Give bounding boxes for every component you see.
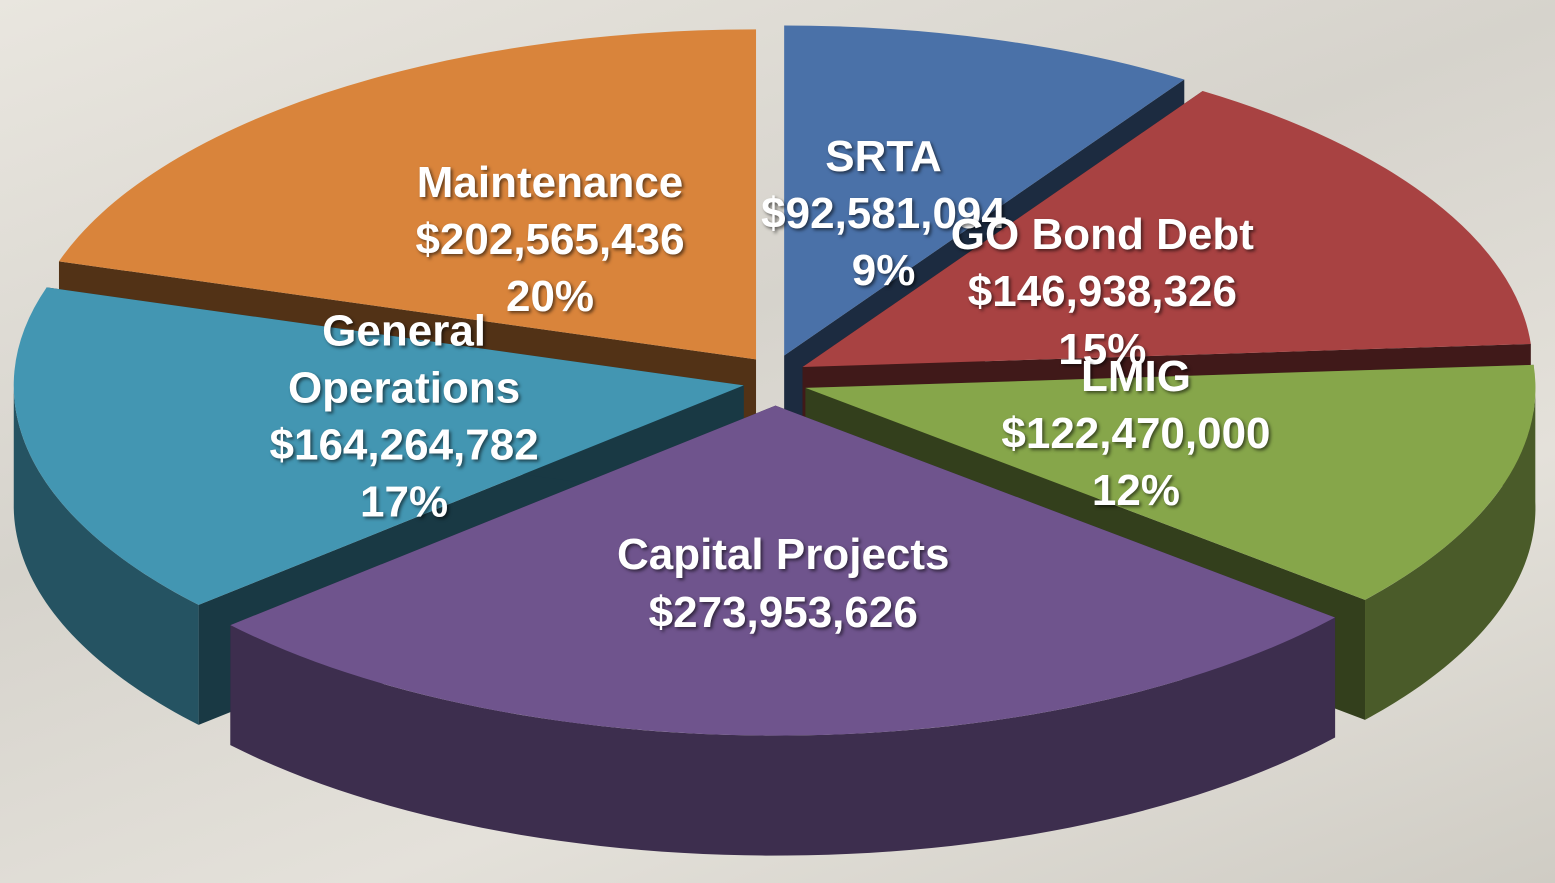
percent-label: 17%: [360, 477, 449, 527]
slice-wall: [230, 617, 1336, 856]
value-label: $146,938,326: [967, 267, 1237, 317]
slice-wall: [13, 382, 199, 725]
category-label: SRTA: [825, 131, 942, 181]
slice-top: [805, 364, 1536, 600]
percent-label: 12%: [1091, 466, 1180, 516]
slice: [230, 405, 1336, 856]
value-label: $273,953,626: [648, 587, 918, 637]
slice-label: GO Bond Debt $146,938,326 15%: [951, 206, 1254, 378]
slice-label: Capital Projects $273,953,626: [617, 526, 950, 640]
category-label: Maintenance: [416, 158, 684, 208]
slice-label: SRTA $92,581,094 9%: [761, 128, 1006, 300]
percent-label: 15%: [1058, 324, 1147, 374]
slice-top: [802, 91, 1531, 368]
value-label: $122,470,000: [1001, 409, 1271, 458]
category-label: Capital Projects: [616, 530, 950, 580]
category-label: GO Bond Debt: [950, 210, 1254, 260]
category-label: LMIG: [1080, 351, 1191, 401]
slice-label: General Operations $164,264,782 17%: [234, 302, 574, 531]
slice-top: [230, 405, 1336, 736]
value-label: $202,565,436: [415, 215, 685, 265]
slice-label: LMIG $122,470,000 12%: [1001, 348, 1270, 520]
percent-label: 20%: [505, 272, 595, 322]
slice-top: [13, 287, 744, 605]
slice-label: Maintenance $202,565,436 20%: [415, 154, 684, 326]
slice-top: [784, 25, 1185, 356]
slice-top: [58, 29, 757, 360]
slice-wall: [1365, 381, 1536, 720]
category-label: General Operations: [287, 306, 521, 413]
value-label: $164,264,782: [269, 420, 539, 470]
value-label: $92,581,094: [761, 188, 1006, 238]
percent-label: 9%: [851, 246, 916, 296]
